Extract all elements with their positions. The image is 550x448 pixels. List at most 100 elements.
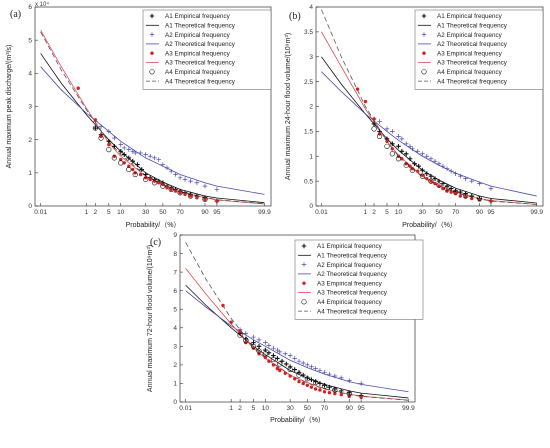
y-tick-label: 8 (173, 251, 177, 258)
x-tick-label: 1 (364, 209, 368, 216)
panel-label: (c) (150, 237, 161, 248)
chart-panel-2: 0.01 1 2 5 10 30 50 70 90 95 99.900.511.522.533.54… (285, 4, 543, 229)
data-point (251, 346, 256, 350)
data-point (339, 392, 343, 397)
x-tick-label: 30 (142, 209, 150, 216)
data-point (458, 194, 463, 198)
y-tick-label: 3 (173, 344, 177, 351)
data-point (149, 32, 155, 37)
legend-entry: A3 Empirical frequency (437, 50, 503, 57)
data-point (143, 176, 149, 183)
data-point (317, 368, 323, 373)
y-tick-label: 0 (309, 203, 313, 210)
data-point (130, 158, 136, 164)
data-point (425, 176, 429, 181)
data-point (238, 329, 242, 334)
data-point (194, 180, 200, 186)
data-point (384, 143, 390, 149)
data-point (477, 198, 482, 202)
data-point (355, 87, 360, 91)
y-tick-label: 3 (309, 54, 313, 61)
y-tick-label: 0 (28, 203, 32, 210)
y-tick-label: 0.5 (304, 178, 313, 185)
data-point (266, 343, 272, 348)
plot-marks (40, 30, 265, 205)
data-point (440, 163, 446, 169)
data-point (304, 376, 310, 382)
data-point (106, 139, 112, 144)
data-point (408, 164, 412, 168)
data-point (121, 152, 127, 157)
x-tick-label: 90 (346, 405, 354, 412)
data-point (122, 161, 126, 165)
x-tick-label: 90 (476, 209, 484, 216)
data-point (400, 157, 404, 161)
data-point (453, 171, 458, 176)
series-line-4 (321, 71, 537, 197)
data-point (214, 187, 220, 192)
data-point (147, 153, 153, 159)
data-point (150, 51, 154, 55)
data-point (173, 172, 178, 177)
data-point (317, 381, 323, 386)
data-point (133, 171, 137, 175)
data-point (415, 148, 420, 154)
data-point (338, 388, 344, 394)
chart-panel-3: 0.01 1 2 5 10 30 50 70 90 95 99.90123456789Probabi… (147, 232, 424, 424)
data-point (420, 151, 425, 157)
data-point (106, 147, 112, 153)
data-point (262, 351, 268, 357)
data-point (93, 125, 98, 131)
data-point (433, 181, 437, 186)
data-point (463, 176, 468, 181)
x-tick-label: 30 (419, 209, 427, 216)
data-point (283, 371, 287, 375)
x-tick-label: 90 (201, 209, 209, 216)
data-point (275, 366, 280, 371)
data-point (428, 173, 434, 179)
x-tick-label: 1 (229, 405, 233, 412)
x-tick-label: 2 (372, 209, 376, 216)
data-point (251, 334, 256, 340)
data-point (463, 195, 468, 199)
data-point (428, 156, 434, 162)
data-point (346, 378, 352, 383)
data-point (143, 172, 148, 177)
data-point (477, 181, 482, 186)
data-point (372, 117, 376, 121)
y-tick-label: 1 (173, 381, 177, 388)
data-point (203, 197, 207, 202)
y-tick-label: 2 (173, 362, 177, 369)
data-point (98, 135, 104, 141)
data-point (160, 183, 166, 189)
data-point (188, 194, 193, 198)
data-point (332, 387, 338, 393)
x-tick-label: 10 (117, 209, 125, 216)
series-line-4 (185, 290, 409, 393)
legend-entry: A4 Empirical frequency (317, 299, 383, 306)
data-point (437, 184, 441, 188)
data-point (256, 337, 262, 343)
data-point (420, 173, 425, 177)
data-point (107, 142, 111, 147)
x-tick-label: 2 (238, 405, 242, 412)
data-point (327, 384, 332, 390)
x-axis-label: Probability/（%） (402, 221, 457, 229)
data-point (237, 332, 243, 338)
data-point (263, 355, 268, 360)
data-point (263, 340, 268, 345)
data-point (399, 148, 405, 154)
data-point (149, 69, 155, 75)
data-point (177, 190, 183, 196)
x-tick-label: 50 (304, 405, 312, 412)
y-axis-label: Annual maximum peak discharge/(m³/s) (6, 45, 13, 169)
x-tick-label: 95 (213, 209, 221, 216)
data-point (313, 366, 318, 371)
data-point (407, 144, 413, 149)
data-point (112, 135, 117, 141)
data-point (296, 358, 302, 364)
data-point (396, 134, 401, 139)
data-point (296, 370, 302, 375)
y-tick-label: 4 (173, 325, 177, 332)
